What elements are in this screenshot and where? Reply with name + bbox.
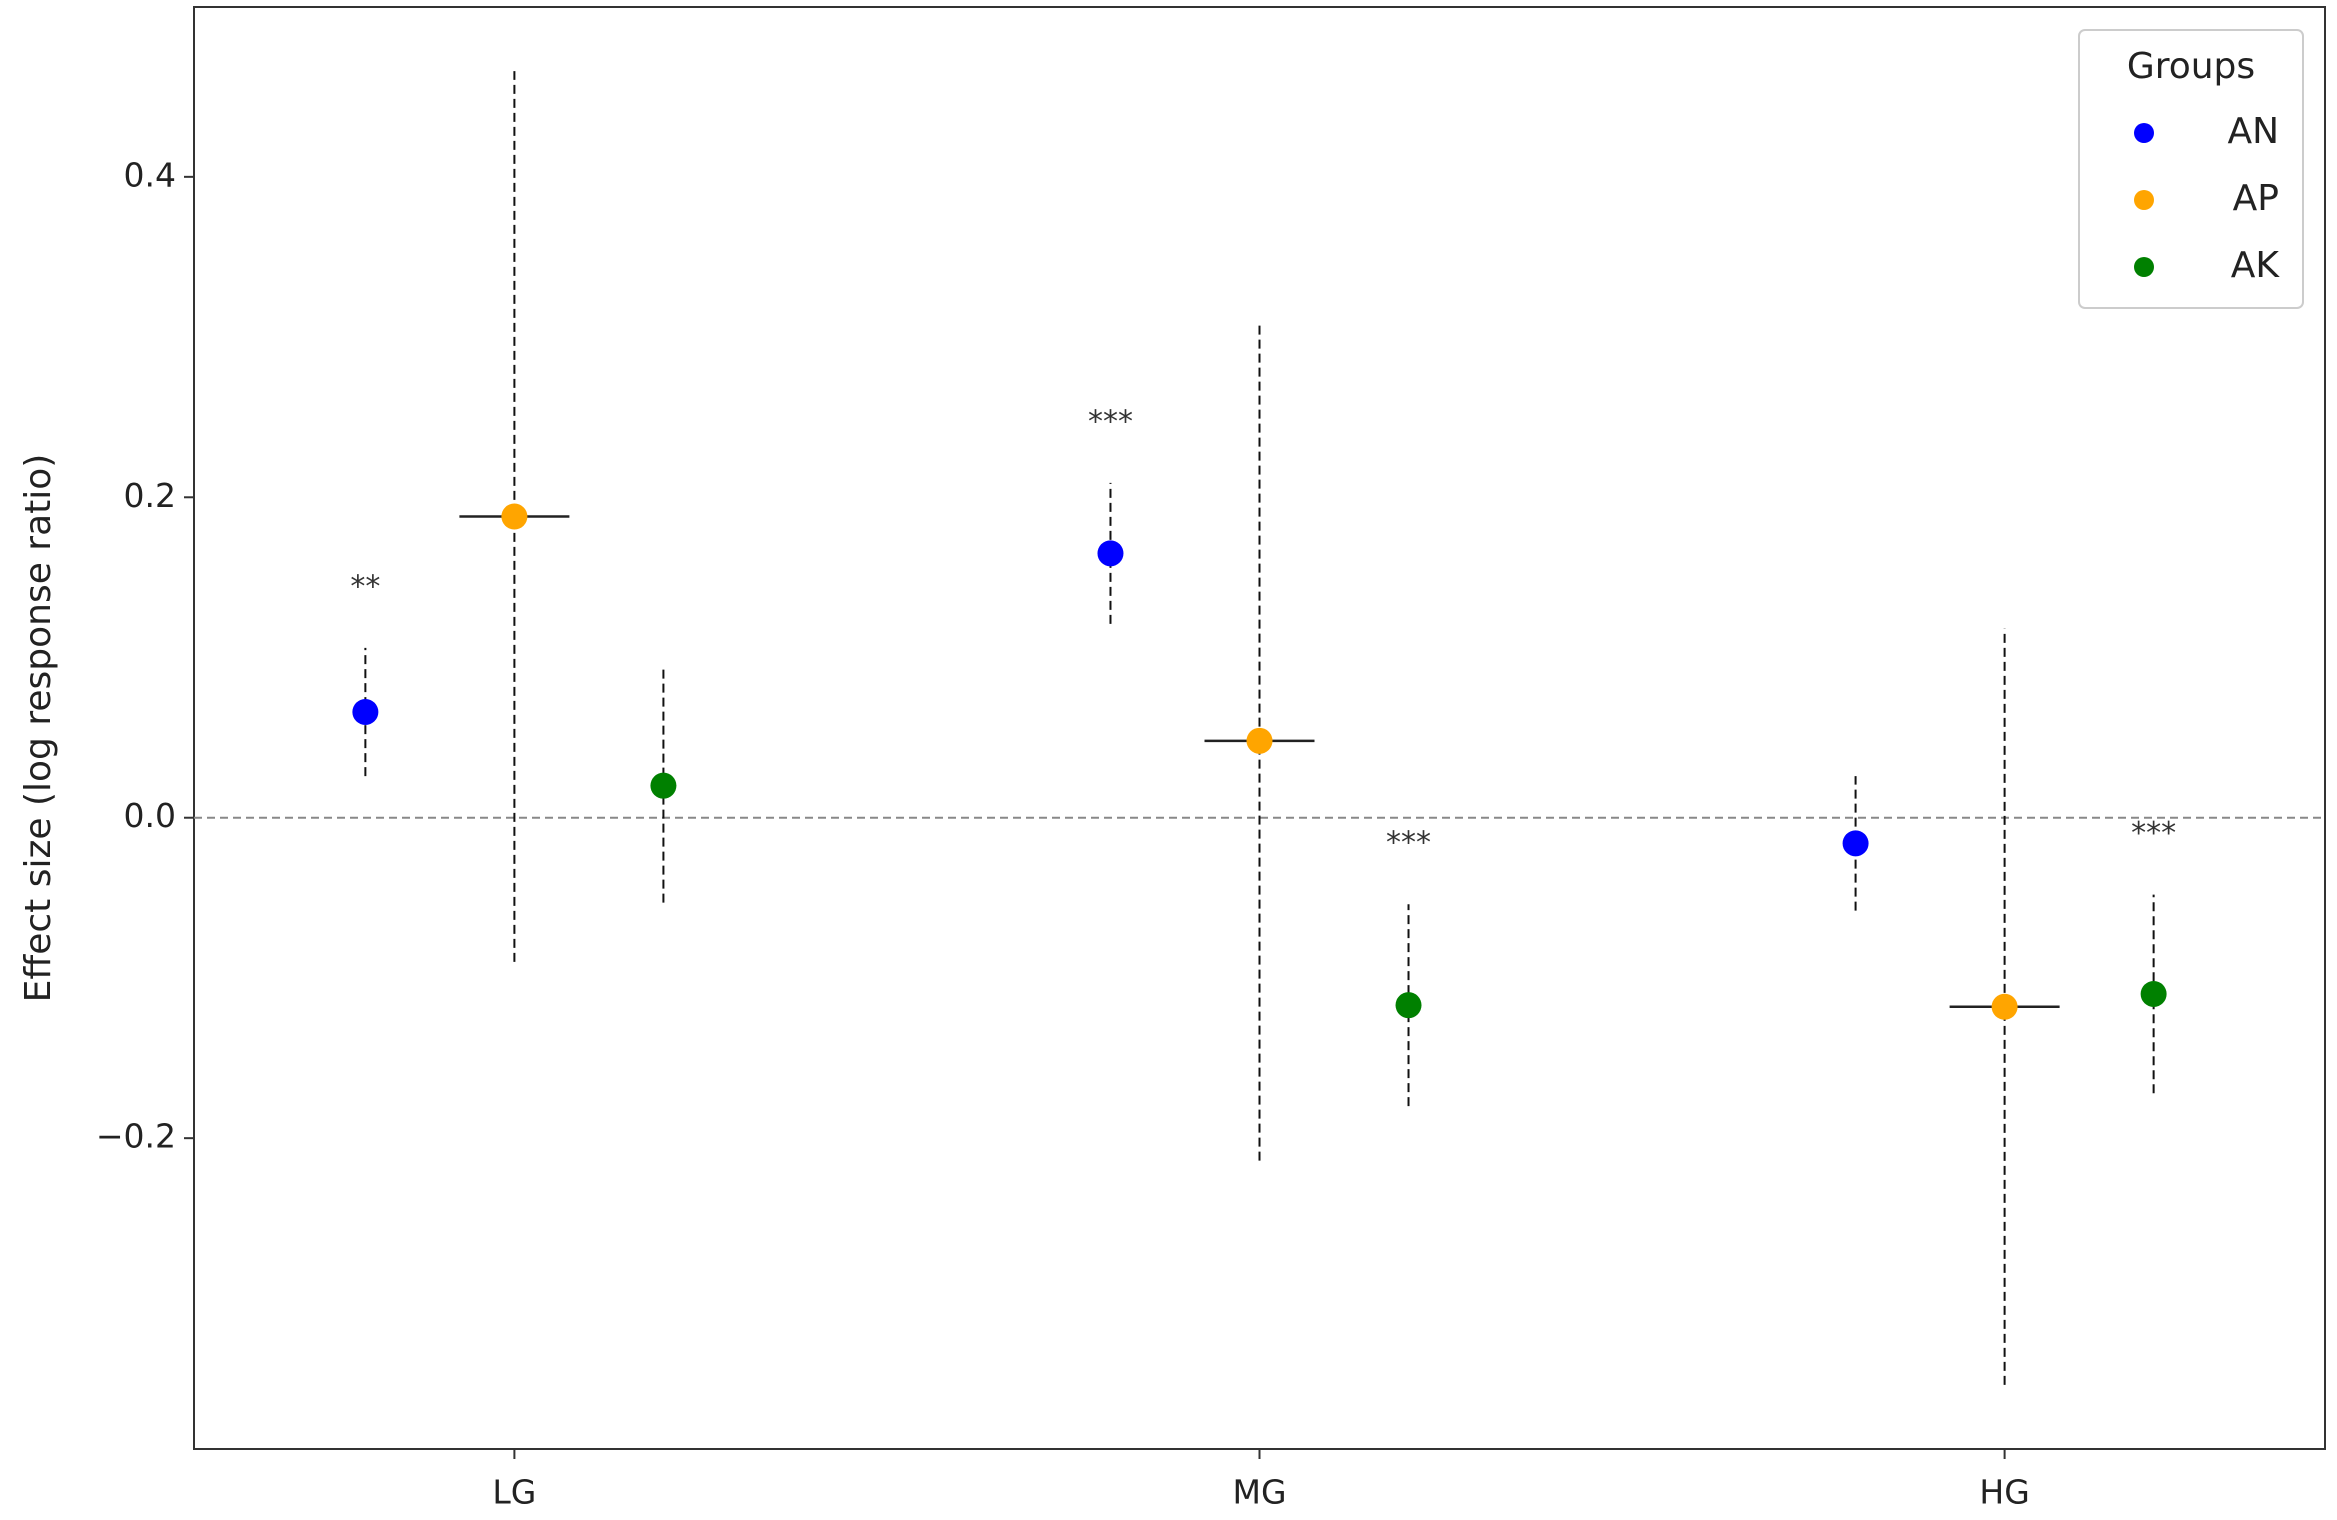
legend-box	[2078, 29, 2304, 309]
legend-marker	[2134, 257, 2154, 277]
y-axis-label: Effect size (log response ratio)	[18, 454, 59, 1003]
point	[1991, 993, 2018, 1020]
point	[501, 503, 528, 530]
point	[1842, 830, 1869, 857]
significance-label: ***	[1088, 404, 1133, 439]
point	[650, 772, 677, 799]
x-tick-label: MG	[1232, 1473, 1286, 1512]
legend-label: AK	[2231, 245, 2281, 286]
legend-title: Groups	[2127, 46, 2255, 87]
legend-label: AN	[2227, 111, 2279, 152]
significance-label: ***	[2131, 816, 2176, 851]
x-tick-label: LG	[492, 1473, 536, 1512]
y-tick-label: −0.2	[96, 1117, 176, 1156]
point	[1246, 727, 1273, 754]
point	[352, 698, 379, 725]
y-tick-label: 0.0	[124, 796, 176, 835]
y-tick-label: 0.2	[124, 476, 176, 515]
significance-label: **	[350, 569, 380, 604]
y-tick-label: 0.4	[124, 155, 176, 194]
point	[1097, 540, 1124, 567]
significance-label: ***	[1386, 826, 1431, 861]
legend-marker	[2134, 123, 2154, 143]
legend-marker	[2134, 190, 2154, 210]
legend-label: AP	[2233, 178, 2279, 219]
point	[2140, 980, 2167, 1007]
x-tick-label: HG	[1979, 1473, 2029, 1512]
point	[1395, 992, 1422, 1019]
